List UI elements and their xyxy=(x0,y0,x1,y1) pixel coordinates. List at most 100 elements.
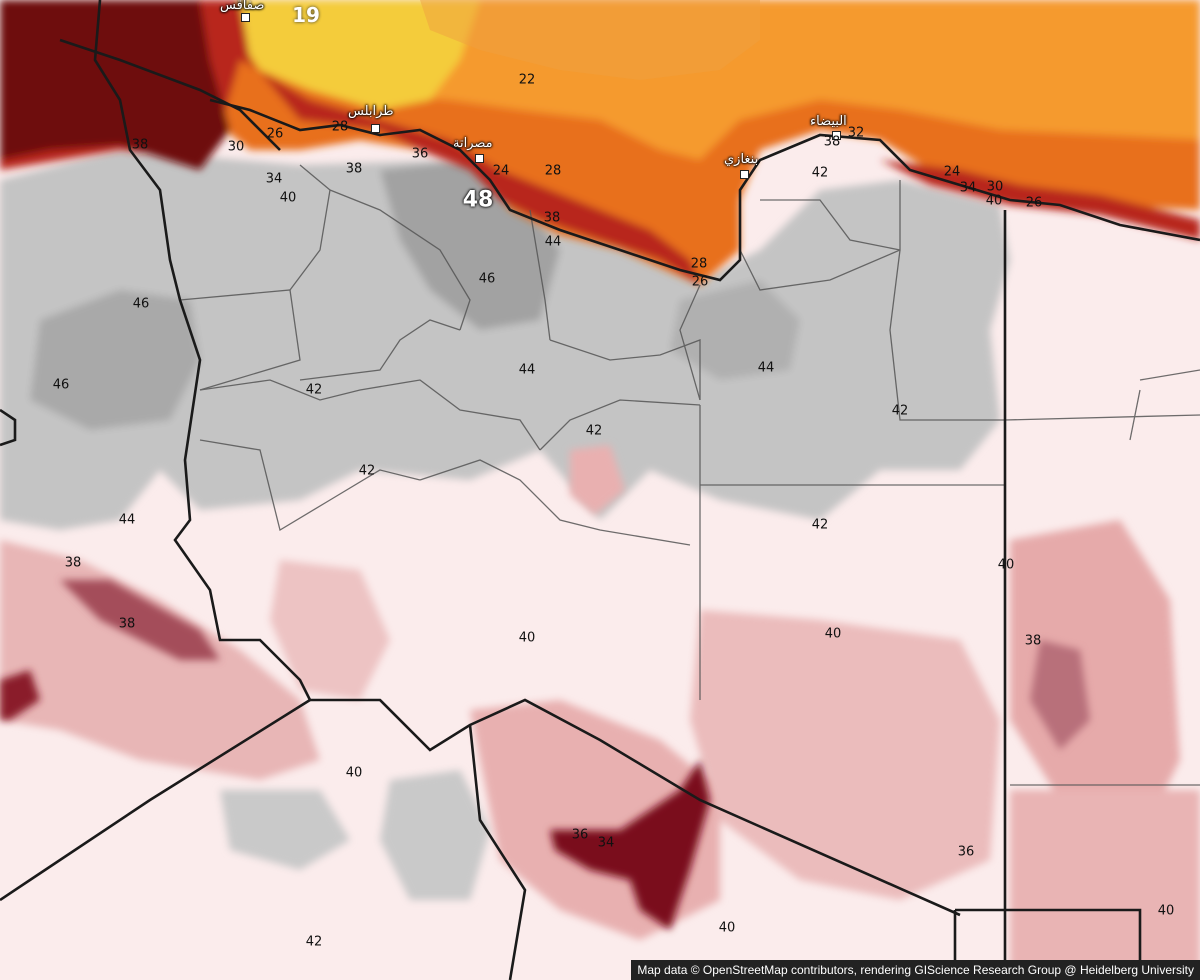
temp-label: 44 xyxy=(118,512,136,528)
temp-label: 30 xyxy=(986,179,1004,195)
temp-label: 19 xyxy=(292,3,320,27)
temp-label: 42 xyxy=(585,423,603,439)
admin-line xyxy=(1139,369,1200,381)
admin-line xyxy=(289,164,331,291)
border-tunisia-libya xyxy=(93,0,312,701)
admin-line xyxy=(889,249,1005,421)
city-marker-icon xyxy=(241,13,250,22)
temp-label: 26 xyxy=(266,126,284,142)
city-marker-icon xyxy=(740,170,749,179)
coastal-east-red xyxy=(880,160,1200,240)
city-label: مصراتة xyxy=(453,136,493,151)
temp-label: 34 xyxy=(959,180,977,196)
border-niger-chad xyxy=(468,724,527,980)
temp-label: 46 xyxy=(52,377,70,393)
pink-zone-southeast xyxy=(690,610,1000,900)
temp-label: 38 xyxy=(64,555,82,571)
temp-label: 28 xyxy=(544,163,562,179)
admin-line xyxy=(199,379,541,451)
temp-label: 38 xyxy=(543,210,561,226)
city-marker-icon xyxy=(832,131,841,140)
temp-label: 38 xyxy=(1024,633,1042,649)
temp-label: 42 xyxy=(811,165,829,181)
coastal-yellow xyxy=(230,0,480,110)
admin-line xyxy=(1129,389,1141,441)
temp-label: 26 xyxy=(691,274,709,290)
temp-label: 44 xyxy=(544,234,562,250)
city-marker-icon xyxy=(475,154,484,163)
grey-zone-west xyxy=(30,290,200,430)
temp-label: 42 xyxy=(811,517,829,533)
admin-line xyxy=(539,399,701,451)
coastline xyxy=(209,98,1200,282)
city-label: طرابلس xyxy=(348,104,394,119)
grey-zone-north xyxy=(0,150,1010,530)
pink-zone-central xyxy=(270,560,390,700)
temp-label: 22 xyxy=(518,72,536,88)
admin-line xyxy=(529,209,551,341)
temp-label: 40 xyxy=(345,765,363,781)
city-label: صفاقس xyxy=(220,0,265,13)
temp-label: 42 xyxy=(305,934,323,950)
coastal-dark xyxy=(0,0,230,170)
temp-label: 26 xyxy=(1025,195,1043,211)
temp-label: 40 xyxy=(985,193,1003,209)
admin-line xyxy=(199,439,421,532)
temp-label: 44 xyxy=(518,362,536,378)
temp-label: 40 xyxy=(997,557,1015,573)
admin-line xyxy=(679,284,701,401)
maroon-zones xyxy=(0,580,1090,930)
pink-zone-far-southeast xyxy=(1010,790,1200,970)
temp-label: 40 xyxy=(1157,903,1175,919)
temp-label: 42 xyxy=(891,403,909,419)
pink-spot xyxy=(570,445,625,515)
temp-label: 34 xyxy=(597,835,615,851)
temp-label: 28 xyxy=(690,256,708,272)
temp-label: 42 xyxy=(358,463,376,479)
temp-label: 38 xyxy=(823,134,841,150)
grey-zone-south2 xyxy=(380,770,490,900)
maroon-zone-west xyxy=(60,580,220,660)
border-sudan xyxy=(955,908,1142,970)
sea-patch xyxy=(420,0,760,80)
temp-label: 38 xyxy=(118,616,136,632)
admin-line xyxy=(179,289,301,391)
maroon-zone-south xyxy=(550,760,710,930)
temp-label: 24 xyxy=(492,163,510,179)
maroon-zone-east xyxy=(1030,640,1090,750)
temp-label: 32 xyxy=(847,125,865,141)
admin-line xyxy=(299,319,461,381)
temp-label: 34 xyxy=(265,171,283,187)
temp-label: 36 xyxy=(411,146,429,162)
admin-line xyxy=(329,189,471,331)
admin-boundaries xyxy=(179,164,1200,786)
admin-line xyxy=(549,339,701,400)
maroon-zone-edge xyxy=(0,670,40,720)
city-label: بنغازي xyxy=(724,152,759,167)
temp-label: 46 xyxy=(478,271,496,287)
temp-label: 40 xyxy=(279,190,297,206)
admin-line xyxy=(1004,414,1200,421)
map-attribution[interactable]: Map data © OpenStreetMap contributors, r… xyxy=(631,960,1200,980)
temp-label: 36 xyxy=(957,844,975,860)
grey-zone-east xyxy=(670,280,800,380)
admin-line xyxy=(739,180,901,291)
temp-label: 28 xyxy=(331,119,349,135)
temp-label: 38 xyxy=(131,137,149,153)
temp-label-max: 48 xyxy=(462,187,494,213)
temp-label: 30 xyxy=(227,139,245,155)
pink-zone-east xyxy=(1010,520,1180,820)
city-label: البيضاء xyxy=(810,114,847,129)
lake xyxy=(0,408,17,447)
temp-label: 40 xyxy=(718,920,736,936)
temp-label: 44 xyxy=(757,360,775,376)
city-marker-icon xyxy=(371,124,380,133)
border-algeria-south xyxy=(0,698,311,902)
temp-label: 40 xyxy=(824,626,842,642)
temp-label: 46 xyxy=(132,296,150,312)
grey-zone-south xyxy=(220,790,350,870)
admin-line xyxy=(419,459,691,546)
temp-label: 36 xyxy=(571,827,589,843)
